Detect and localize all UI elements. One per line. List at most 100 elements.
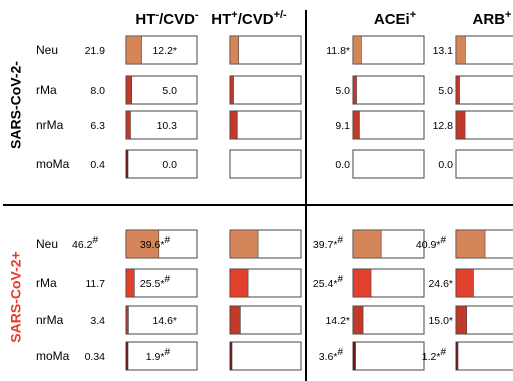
value-label: 40.9*#: [416, 235, 447, 251]
value-label: 12.8: [433, 120, 454, 132]
proportion-bar: [229, 229, 259, 259]
value-label: 14.2*: [325, 315, 350, 327]
row-label: Neu: [36, 237, 58, 251]
value-label: 9.1: [335, 120, 350, 132]
value-label: 0.34: [85, 351, 106, 363]
value-label: 0.4: [90, 159, 105, 171]
proportion-box: [455, 75, 513, 105]
proportion-bar: [125, 229, 160, 259]
column-headers: HT-/CVD- HT+/CVD+/- ACEi+ ARB+: [135, 9, 511, 28]
row-label: nrMa: [36, 118, 64, 132]
row-label: moMa: [36, 349, 70, 363]
proportion-bar: [229, 341, 233, 371]
proportion-box: [352, 75, 425, 105]
group-labels: SARS-CoV-2- SARS-CoV-2+: [8, 61, 24, 343]
proportion-bar: [352, 35, 362, 65]
proportion-box: [229, 305, 302, 335]
proportion-box: [229, 35, 302, 65]
proportion-box: [352, 110, 425, 140]
value-label: 3.4: [90, 315, 105, 327]
group-label: SARS-CoV-2+: [8, 251, 24, 342]
value-label: 3.6*#: [319, 347, 344, 363]
proportion-bar: [229, 35, 239, 65]
proportion-bar: [229, 268, 249, 298]
value-label: 25.4*#: [313, 274, 344, 290]
grid-lines: [3, 10, 513, 381]
proportion-bar: [125, 305, 129, 335]
proportion-bar: [352, 110, 360, 140]
proportion-bar: [229, 75, 234, 105]
proportion-box: [229, 75, 302, 105]
proportion-bar: [125, 268, 135, 298]
value-label: 21.9: [85, 45, 106, 57]
value-label: 5.0: [438, 85, 453, 97]
proportion-box: [455, 341, 513, 371]
value-label: 12.2*: [152, 45, 177, 57]
data-cells: 21.9 12.2* 11.8* 13.1 8.0 5.0 5.0 5.0 6.3 10.3 9.1…: [72, 35, 513, 371]
value-label: 24.6*: [428, 278, 453, 290]
proportion-box: [352, 305, 425, 335]
value-label: 0.0: [335, 159, 350, 171]
group-label: SARS-CoV-2-: [8, 61, 24, 149]
row-label: moMa: [36, 157, 70, 171]
value-label: 8.0: [90, 85, 105, 97]
proportion-bar: [455, 75, 460, 105]
proportion-box: [352, 149, 425, 179]
value-label: 0.0: [438, 159, 453, 171]
column-header: HT+/CVD+/-: [211, 9, 287, 28]
value-label: 1.9*#: [146, 347, 171, 363]
proportion-bar: [229, 110, 238, 140]
proportion-box: [229, 149, 302, 179]
value-label: 25.5*#: [140, 274, 171, 290]
row-labels: Neu rMa nrMa moMa Neu rMa nrMa moMa: [36, 43, 70, 363]
value-label: 11.7: [85, 278, 105, 290]
value-label: 15.0*: [428, 315, 453, 327]
proportion-bar: [352, 268, 372, 298]
proportion-bar: [352, 341, 356, 371]
value-label: 46.2#: [72, 235, 98, 251]
proportion-bar: [125, 110, 131, 140]
row-label: Neu: [36, 43, 58, 57]
proportion-box: [229, 341, 302, 371]
proportion-bar: [125, 75, 132, 105]
value-label: 39.7*#: [313, 235, 344, 251]
proportion-box: [455, 110, 513, 140]
proportion-bar: [455, 35, 466, 65]
value-label: 5.0: [162, 85, 177, 97]
value-label: 0.0: [162, 159, 177, 171]
value-label: 6.3: [90, 120, 105, 132]
column-header: ACEi+: [374, 9, 416, 28]
proportion-bar: [229, 305, 241, 335]
proportion-box: [125, 305, 198, 335]
value-label: 14.6*: [152, 315, 177, 327]
proportion-bar: [125, 341, 129, 371]
value-label: 13.1: [433, 45, 454, 57]
proportion-bar: [455, 341, 459, 371]
value-label: 5.0: [335, 85, 350, 97]
proportion-bar: [455, 305, 467, 335]
proportion-box: [352, 35, 425, 65]
proportion-box: [455, 149, 513, 179]
value-label: 39.6*#: [140, 235, 171, 251]
proportion-box: [352, 341, 425, 371]
proportion-bar: [455, 229, 486, 259]
proportion-box: [125, 110, 198, 140]
proportion-bar: [352, 75, 357, 105]
proportion-bar: [352, 305, 364, 335]
proportion-box: [229, 110, 302, 140]
value-label: 10.3: [157, 120, 178, 132]
proportion-box: [125, 268, 198, 298]
value-label: 1.2*#: [422, 347, 447, 363]
proportion-bar: [125, 35, 142, 65]
row-label: rMa: [36, 83, 57, 97]
column-header: ARB+: [473, 9, 512, 28]
value-label: 11.8*: [326, 45, 350, 57]
row-label: rMa: [36, 276, 57, 290]
proportion-bar: [125, 149, 129, 179]
proportion-bar: [455, 110, 466, 140]
row-label: nrMa: [36, 313, 64, 327]
column-header: HT-/CVD-: [135, 9, 199, 28]
proportion-bar: [455, 268, 474, 298]
proportion-bar: [352, 229, 382, 259]
